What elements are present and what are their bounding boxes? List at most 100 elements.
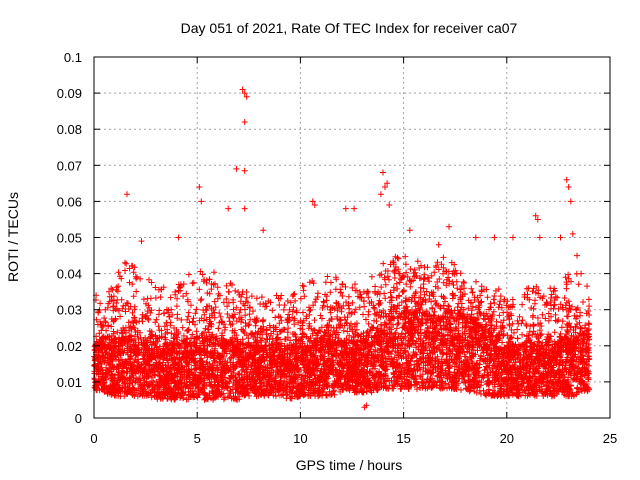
data-point bbox=[540, 293, 547, 300]
data-point bbox=[179, 324, 186, 331]
data-point bbox=[327, 279, 334, 286]
data-point bbox=[132, 329, 139, 335]
data-point bbox=[292, 297, 299, 304]
data-point bbox=[287, 337, 294, 344]
data-point bbox=[431, 269, 438, 276]
data-point bbox=[361, 303, 368, 310]
data-point bbox=[185, 271, 192, 278]
data-point bbox=[114, 297, 121, 303]
data-point bbox=[446, 303, 452, 310]
data-point bbox=[157, 294, 164, 301]
data-point bbox=[450, 282, 457, 288]
data-point bbox=[219, 330, 226, 337]
data-point bbox=[119, 305, 126, 312]
data-point bbox=[321, 385, 327, 392]
data-point bbox=[185, 309, 192, 316]
data-point bbox=[340, 327, 347, 334]
data-point bbox=[378, 271, 385, 278]
data-point bbox=[529, 288, 536, 295]
data-point bbox=[184, 328, 191, 334]
data-point bbox=[95, 309, 102, 316]
data-point bbox=[500, 309, 507, 316]
data-point bbox=[402, 348, 409, 355]
roti-point-cloud bbox=[91, 253, 593, 403]
data-point bbox=[324, 273, 331, 280]
data-point bbox=[122, 259, 128, 266]
data-point bbox=[577, 312, 583, 319]
data-point bbox=[115, 269, 122, 276]
data-point bbox=[285, 325, 292, 332]
data-point bbox=[198, 296, 205, 303]
data-point bbox=[407, 266, 414, 272]
data-point bbox=[496, 312, 503, 319]
data-point bbox=[122, 267, 128, 274]
data-point bbox=[378, 284, 385, 291]
data-point bbox=[225, 288, 232, 295]
data-point bbox=[580, 299, 586, 305]
data-point bbox=[440, 270, 447, 277]
data-point bbox=[360, 311, 366, 318]
data-point bbox=[188, 302, 194, 309]
data-point bbox=[312, 299, 319, 305]
data-point bbox=[280, 306, 287, 313]
data-point bbox=[532, 297, 538, 304]
data-point bbox=[394, 285, 401, 292]
data-point bbox=[365, 320, 372, 327]
data-point bbox=[275, 313, 282, 320]
data-point bbox=[390, 284, 397, 291]
data-point bbox=[440, 254, 447, 261]
data-point bbox=[258, 294, 265, 301]
data-point bbox=[314, 290, 321, 297]
data-point bbox=[167, 294, 174, 301]
data-point bbox=[290, 304, 297, 311]
data-point bbox=[116, 273, 123, 280]
data-point bbox=[329, 316, 335, 323]
data-point bbox=[224, 303, 231, 310]
data-point bbox=[102, 306, 109, 313]
data-point bbox=[551, 329, 558, 336]
data-point bbox=[519, 331, 526, 338]
data-point bbox=[400, 288, 407, 295]
data-point bbox=[197, 297, 204, 304]
data-point bbox=[514, 326, 521, 333]
data-point bbox=[442, 298, 448, 305]
data-point bbox=[248, 293, 255, 300]
data-point bbox=[352, 306, 359, 313]
data-point bbox=[133, 288, 140, 295]
data-point bbox=[211, 298, 218, 305]
data-point bbox=[327, 309, 334, 316]
data-point bbox=[395, 320, 402, 327]
data-point bbox=[386, 299, 393, 306]
data-point bbox=[208, 286, 215, 293]
data-point bbox=[224, 311, 231, 317]
data-point bbox=[311, 317, 318, 324]
data-point bbox=[155, 323, 162, 330]
data-point bbox=[525, 285, 532, 292]
data-point bbox=[246, 304, 253, 311]
data-point bbox=[217, 313, 224, 320]
data-point bbox=[465, 305, 472, 312]
data-point bbox=[440, 302, 447, 309]
data-point bbox=[365, 294, 372, 301]
data-point bbox=[101, 315, 108, 322]
data-point bbox=[281, 302, 288, 309]
data-point bbox=[407, 283, 414, 290]
data-point bbox=[286, 306, 293, 313]
data-point bbox=[351, 309, 358, 316]
data-point bbox=[152, 319, 159, 326]
data-point bbox=[278, 292, 285, 299]
data-point bbox=[585, 296, 592, 303]
data-point bbox=[514, 335, 521, 342]
data-point bbox=[163, 306, 170, 313]
data-point bbox=[461, 279, 468, 286]
data-point bbox=[269, 307, 276, 314]
data-point bbox=[519, 301, 526, 308]
data-point bbox=[391, 275, 398, 281]
data-point bbox=[114, 329, 121, 336]
data-point bbox=[232, 287, 239, 294]
data-point bbox=[284, 298, 291, 304]
data-point bbox=[300, 309, 306, 316]
data-point bbox=[558, 324, 565, 331]
data-point bbox=[499, 339, 506, 346]
